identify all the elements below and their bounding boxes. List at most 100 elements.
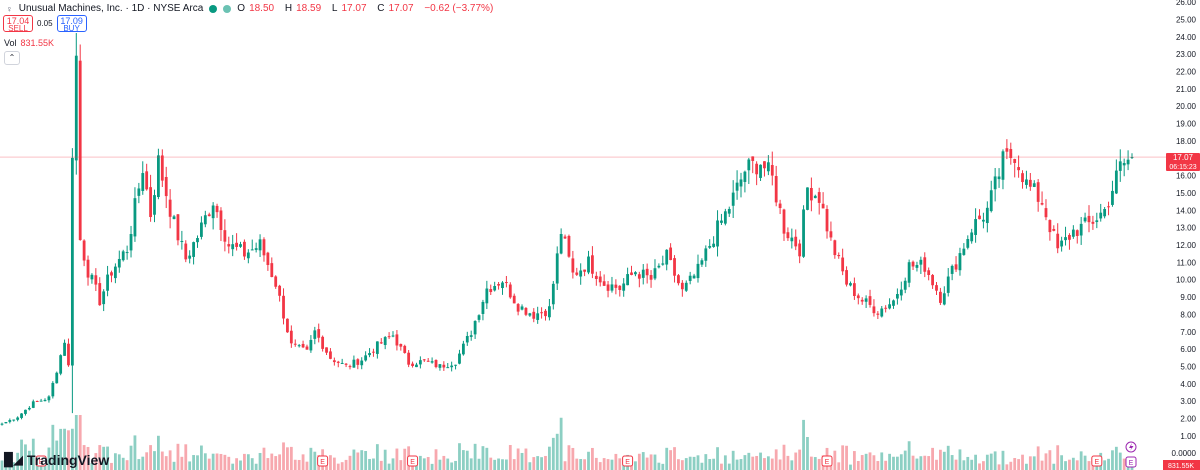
volume-bar [149,445,152,470]
candle [418,360,422,365]
sell-button[interactable]: 17.04 SELL [3,15,33,33]
candle [477,315,481,320]
candle [559,234,563,254]
candle [528,313,532,316]
volume-bar [555,433,559,470]
volume-bar [1013,458,1017,470]
volume-bar [113,453,117,470]
candle [172,216,176,220]
volume-bar [802,419,805,470]
chevron-up-icon[interactable]: ⌃ [4,51,20,65]
candle [841,257,845,272]
volume-legend[interactable]: Vol 831.55K [4,38,54,48]
earnings-marker [317,455,329,467]
volume-bar [1044,453,1048,470]
high-value: 18.59 [296,3,322,14]
volume-bar [774,449,778,470]
volume-bar [692,456,696,470]
volume-bar [375,444,379,470]
candle [469,335,473,337]
volume-bar [332,457,336,470]
volume-bar [192,455,195,470]
volume-bar [352,449,356,470]
candle [47,396,51,401]
candle [677,275,680,284]
volume-bar [1122,458,1126,470]
earnings-marker [407,455,419,467]
price-axis [1154,0,1200,470]
volume-bar [1107,458,1110,470]
candle [915,265,919,268]
candle [700,260,704,265]
volume-bar [121,457,125,470]
candle [458,353,461,364]
candle [1107,206,1110,208]
candle [985,207,989,224]
candle [1075,230,1079,236]
volume-bar [395,448,399,470]
candle [422,359,426,361]
volume-bar [4,453,8,470]
y-tick-label: 24.00 [1176,33,1197,42]
candle [364,355,368,361]
candle [0,423,4,425]
candle [1048,220,1052,233]
volume-bar [31,438,35,470]
volume-bar [485,447,489,470]
symbol-title[interactable]: Unusual Machines, Inc. · 1D · NYSE Arca [18,3,204,14]
volume-bar [477,458,481,470]
candle [1017,167,1021,171]
candle [1114,170,1118,194]
candle [575,272,579,275]
candle [90,274,94,280]
candle [282,295,285,319]
candle [356,359,360,365]
volume-bar [137,459,141,470]
volume-bar [1052,463,1056,470]
candle [727,208,731,214]
open-label: O [237,3,246,14]
volume-bar [102,446,106,470]
candle [78,60,82,241]
volume-bar [270,453,274,470]
volume-bar [1114,446,1118,470]
volume-bar [129,445,133,470]
candle [989,190,993,212]
candle [982,219,985,222]
candle [641,269,645,278]
volume-bar [1111,450,1114,470]
tradingview-mark-icon: ▉◢ [4,452,23,467]
candle [203,215,207,225]
candle [997,176,1001,180]
volume-bar [696,455,700,470]
volume-bar [336,463,340,470]
volume-bar [117,454,121,470]
y-tick-label: 22.00 [1176,68,1197,77]
candle [450,365,454,368]
candle [8,420,12,422]
candle [301,343,305,348]
volume-bar [942,451,946,470]
candle [20,413,23,418]
volume-bar [704,454,708,470]
volume-bar [387,463,391,470]
candle [766,162,770,172]
candle [246,252,250,259]
candle [548,306,551,318]
low-label: L [331,3,338,14]
candle [504,282,508,284]
candle [1118,161,1122,171]
candle [98,283,102,306]
y-tick-label: 4.00 [1180,380,1196,389]
volume-bar [286,447,289,470]
volume-bar [876,461,880,470]
candle [51,382,55,397]
volume-bar [391,458,395,470]
volume-bar [747,452,751,470]
volume-bar [524,448,528,470]
volume-bar [923,455,927,470]
candle [684,282,688,291]
buy-button[interactable]: 17.09 BUY [56,15,87,33]
volume-bar [790,460,794,470]
